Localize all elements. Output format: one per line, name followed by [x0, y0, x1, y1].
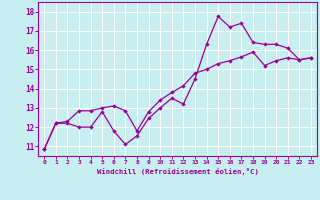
X-axis label: Windchill (Refroidissement éolien,°C): Windchill (Refroidissement éolien,°C) [97, 168, 259, 175]
